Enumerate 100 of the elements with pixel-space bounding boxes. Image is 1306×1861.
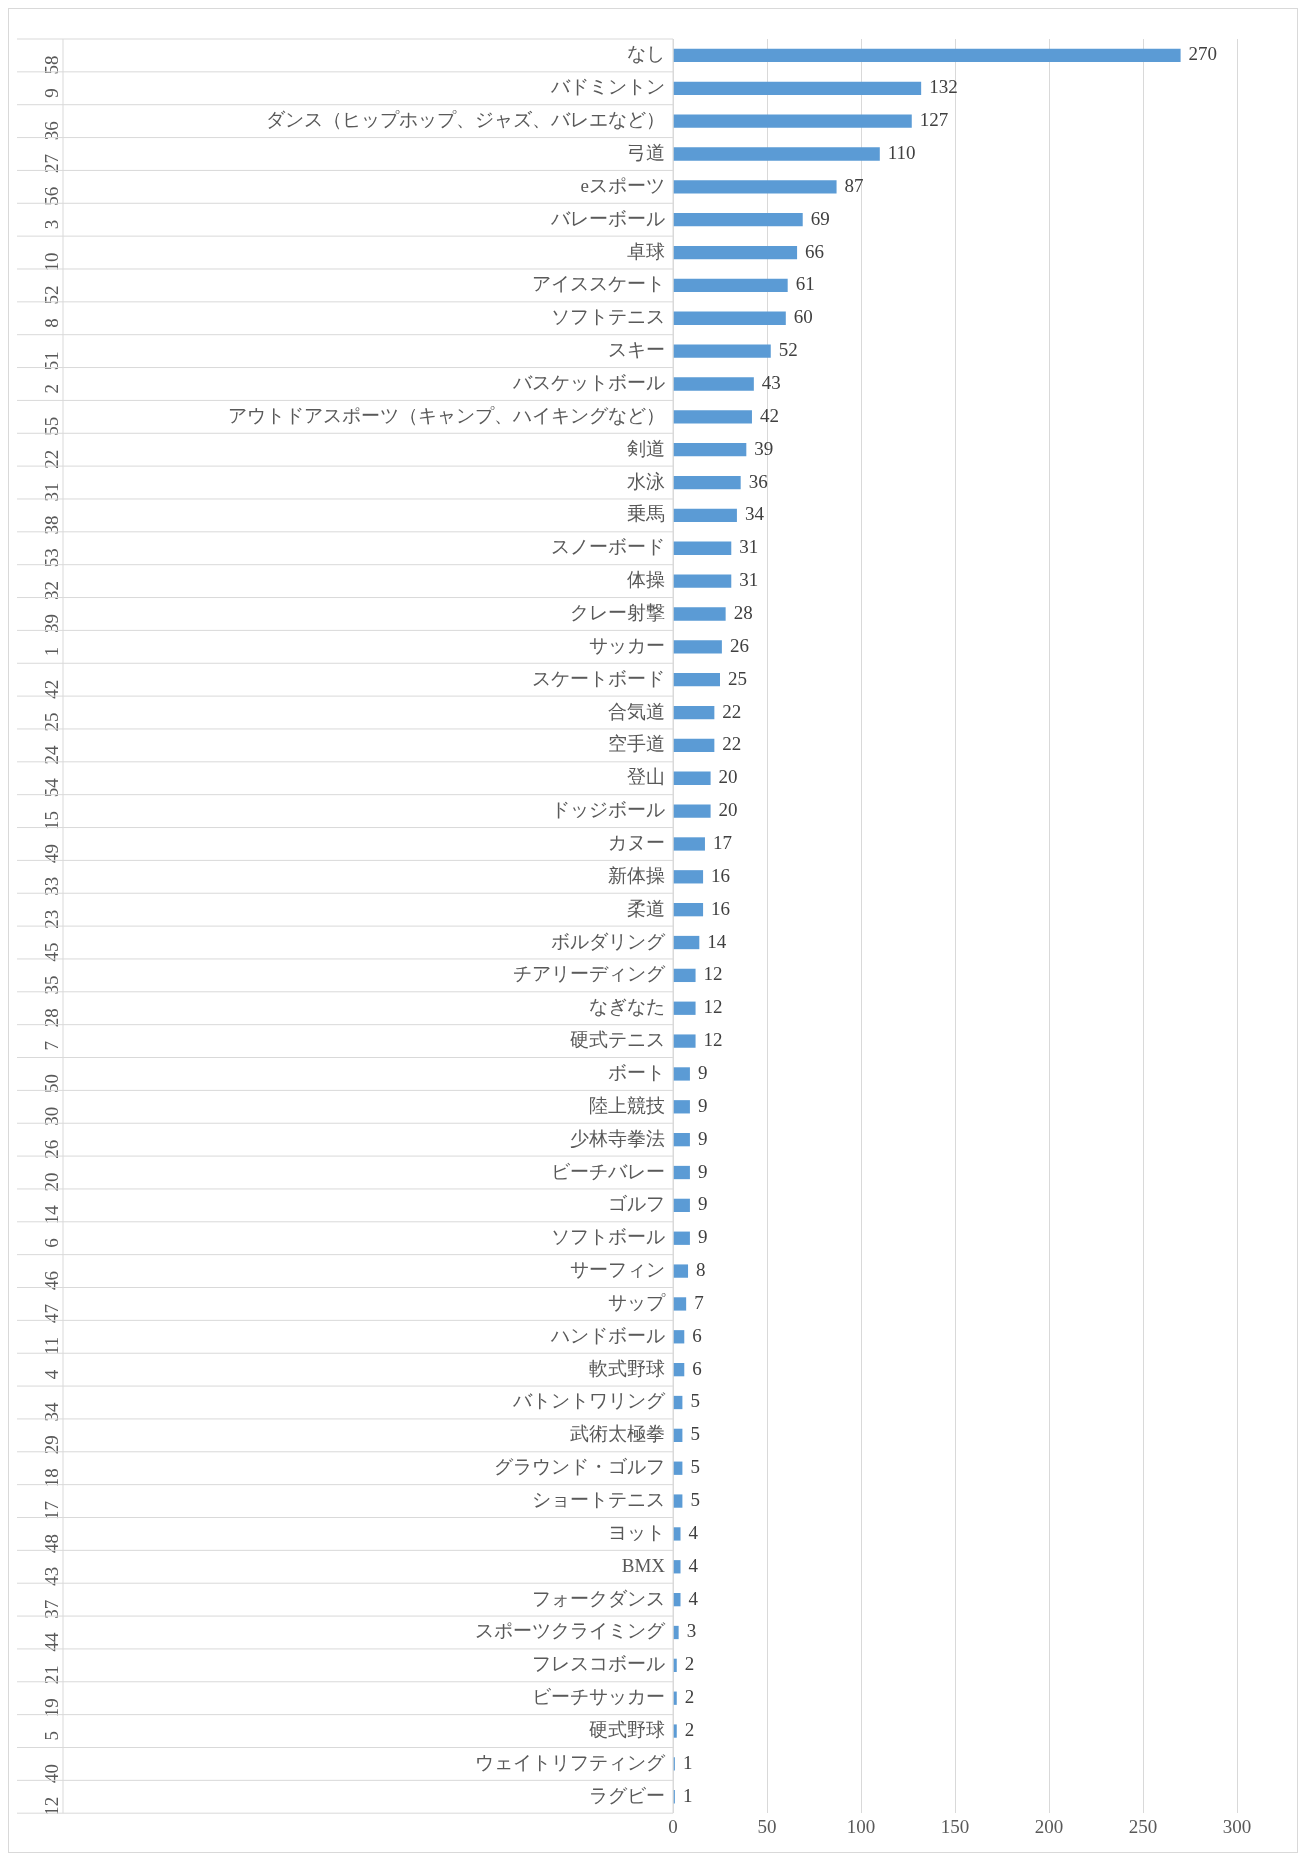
data-label: 9 (697, 1160, 708, 1182)
y2-tick-label: 3 (40, 219, 62, 230)
y2-tick-label: 5 (40, 1731, 62, 1741)
data-label: 2 (684, 1686, 695, 1708)
y2-tick-label: 20 (40, 1172, 62, 1192)
y-tick-label: eスポーツ (580, 174, 665, 196)
y-tick-label: ビーチサッカー (532, 1686, 665, 1708)
y2-tick-label: 58 (40, 55, 62, 75)
data-label: 12 (703, 963, 723, 985)
y2-tick-label: 1 (40, 646, 62, 657)
data-label: 43 (761, 371, 781, 393)
y-tick-label: 卓球 (627, 240, 665, 262)
data-label: 6 (692, 1324, 702, 1346)
y2-tick-label: 51 (40, 351, 62, 371)
y-tick-label: フレスコボール (532, 1653, 665, 1675)
data-label: 5 (690, 1456, 700, 1478)
data-label: 1 (682, 1784, 693, 1806)
y-tick-label: アイススケート (532, 273, 665, 295)
y-tick-label: バスケットボール (512, 371, 665, 393)
data-label: 20 (718, 766, 738, 788)
y2-tick-label: 56 (40, 186, 62, 206)
data-label: 9 (697, 1127, 708, 1149)
data-label: 12 (703, 1029, 723, 1051)
y-tick-label: なし (627, 43, 665, 65)
data-label: 12 (703, 996, 723, 1018)
y2-tick-label: 44 (40, 1631, 62, 1652)
data-label: 20 (718, 799, 738, 821)
y-tick-label: ダンス（ヒップホップ、ジャズ、バレエなど） (266, 109, 665, 131)
y-tick-label: なぎなた (589, 996, 665, 1018)
y-tick-label: スノーボード (551, 536, 665, 558)
y2-tick-label: 48 (40, 1533, 62, 1553)
y2-tick-label: 43 (40, 1566, 62, 1586)
y2-tick-label: 21 (40, 1665, 62, 1685)
y2-tick-label: 49 (40, 843, 62, 863)
y-tick-label: 弓道 (627, 141, 665, 163)
y2-tick-label: 30 (40, 1106, 62, 1126)
y-tick-label: ソフトテニス (551, 306, 665, 328)
y2-tick-label: 4 (40, 1369, 62, 1380)
data-label: 87 (844, 174, 864, 196)
y2-tick-label: 2 (40, 383, 62, 394)
data-label: 127 (919, 109, 949, 131)
y2-tick-label: 38 (40, 515, 62, 535)
data-label: 9 (697, 1094, 708, 1116)
y-tick-label: ソフトボール (551, 1226, 665, 1248)
data-label: 3 (686, 1620, 697, 1642)
y-tick-label: 硬式テニス (570, 1029, 665, 1051)
data-label: 5 (690, 1390, 700, 1412)
data-label: 7 (694, 1291, 704, 1313)
y2-tick-label: 45 (40, 942, 62, 962)
data-label: 132 (929, 76, 958, 98)
y-tick-label: スケートボード (532, 667, 665, 689)
y-tick-label: サップ (608, 1291, 666, 1313)
y2-tick-label: 34 (40, 1402, 62, 1422)
y2-tick-label: 19 (40, 1698, 62, 1718)
y-tick-label: 合気道 (608, 700, 665, 722)
y2-tick-label: 23 (40, 909, 62, 929)
y2-tick-label: 26 (40, 1139, 62, 1159)
x-tick-label: 50 (757, 1815, 777, 1837)
y-tick-label: 登山 (627, 766, 665, 788)
y2-tick-label: 11 (40, 1336, 62, 1356)
y-tick-label: バレーボール (550, 207, 665, 229)
y-tick-label: バトントワリング (512, 1390, 666, 1412)
x-tick-label: 250 (1128, 1815, 1158, 1837)
data-label: 9 (697, 1193, 708, 1215)
y-tick-label: 空手道 (608, 733, 665, 755)
y-tick-label: ビーチバレー (551, 1160, 665, 1182)
y-tick-label: 水泳 (627, 470, 665, 492)
y-tick-label: サーフィン (570, 1259, 665, 1281)
data-label: 17 (712, 831, 732, 853)
data-label: 69 (810, 207, 830, 229)
x-tick-label: 150 (940, 1815, 970, 1837)
data-label: 52 (778, 339, 798, 361)
y-tick-label: 剣道 (627, 437, 665, 459)
data-label: 36 (748, 470, 768, 492)
y2-tick-label: 28 (40, 1008, 62, 1028)
data-label: 25 (728, 667, 747, 689)
y-tick-label: グラウンド・ゴルフ (494, 1456, 665, 1478)
data-label: 9 (697, 1226, 708, 1248)
data-label: 61 (795, 273, 815, 295)
y2-tick-label: 14 (40, 1204, 62, 1225)
data-label: 8 (696, 1259, 706, 1281)
y-tick-label: クレー射撃 (570, 601, 665, 623)
y2-tick-label: 39 (40, 613, 62, 633)
data-label: 16 (711, 897, 731, 919)
data-label: 60 (793, 306, 813, 328)
data-label: 14 (707, 930, 727, 952)
y2-tick-label: 15 (40, 811, 62, 831)
y2-tick-label: 54 (40, 777, 62, 798)
data-label: 26 (729, 634, 749, 656)
y-tick-label: バドミントン (550, 76, 665, 98)
y2-tick-label: 9 (40, 88, 62, 98)
y-tick-label: ラグビー (589, 1784, 665, 1806)
y2-tick-label: 33 (40, 876, 62, 896)
x-tick-label: 100 (846, 1815, 876, 1837)
data-label: 22 (722, 700, 742, 722)
y2-tick-label: 18 (40, 1468, 62, 1488)
y2-tick-label: 36 (40, 121, 62, 141)
x-tick-label: 0 (668, 1815, 678, 1837)
data-label: 4 (688, 1521, 699, 1543)
y-tick-label: ボート (608, 1061, 665, 1083)
